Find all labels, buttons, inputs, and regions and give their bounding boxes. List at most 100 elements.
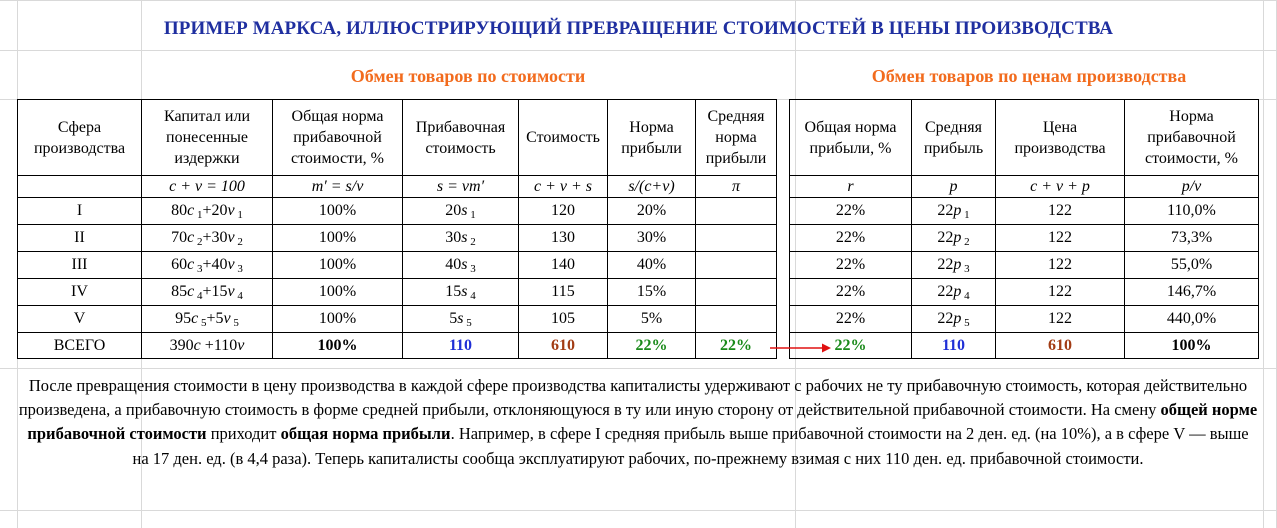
avg-profit-cell: 22p 3	[911, 251, 996, 279]
header-row: Сфера производства Капитал или понесенны…	[17, 99, 1259, 176]
column-gap	[776, 278, 790, 306]
section-title-value-exchange: Обмен товаров по стоимости	[350, 66, 586, 86]
formula-cell: p	[911, 175, 996, 198]
table-row: V 95c 5+5v 5 100% 5s 5 105 5% 22% 22p 5 …	[17, 305, 1259, 333]
pv-cell: 73,3%	[1124, 224, 1259, 252]
pv-cell: 146,7%	[1124, 278, 1259, 306]
sphere-cell: III	[17, 251, 142, 279]
avg-profit-rate-cell	[695, 278, 777, 306]
total-value: 610	[518, 332, 608, 359]
header-surplus-rate: Общая норма прибавочной стоимости, %	[272, 99, 403, 176]
formula-cell: s = vm′	[402, 175, 519, 198]
value-cell: 105	[518, 305, 608, 333]
avg-profit-cell: 22p 1	[911, 197, 996, 225]
header-general-profit-rate: Общая норма прибыли, %	[789, 99, 912, 176]
formula-cell: π	[695, 175, 777, 198]
general-profit-rate-cell: 22%	[789, 197, 912, 225]
surplus-value-cell: 15s 4	[402, 278, 519, 306]
profit-rate-cell: 15%	[607, 278, 696, 306]
formula-cell: p/v	[1124, 175, 1259, 198]
table-row: I 80c 1+20v 1 100% 20s 1 120 20% 22% 22p…	[17, 197, 1259, 225]
transformation-table: Сфера производства Капитал или понесенны…	[17, 99, 1259, 359]
total-price: 610	[995, 332, 1125, 359]
total-profit-rate: 22%	[607, 332, 696, 359]
capital-cell: 70c 2+30v 2	[141, 224, 273, 252]
total-avg-profit-rate: 22%	[695, 332, 777, 359]
column-gap	[776, 197, 790, 225]
total-surplus-rate: 100%	[272, 332, 403, 359]
sphere-cell: IV	[17, 278, 142, 306]
arrow-right-icon	[770, 343, 831, 353]
general-profit-rate-cell: 22%	[789, 278, 912, 306]
profit-rate-cell: 30%	[607, 224, 696, 252]
explanation-paragraph: После превращения стоимости в цену произ…	[18, 376, 1258, 468]
total-general-profit-rate: 22%	[789, 332, 912, 359]
sphere-cell: II	[17, 224, 142, 252]
surplus-rate-cell: 100%	[272, 305, 403, 333]
pv-cell: 55,0%	[1124, 251, 1259, 279]
header-capital: Капитал или понесенные издержки	[141, 99, 273, 176]
column-gap	[776, 99, 790, 176]
sphere-cell: V	[17, 305, 142, 333]
table-row: IV 85c 4+15v 4 100% 15s 4 115 15% 22% 22…	[17, 278, 1259, 306]
profit-rate-cell: 20%	[607, 197, 696, 225]
avg-profit-rate-cell	[695, 197, 777, 225]
value-cell: 120	[518, 197, 608, 225]
general-profit-rate-cell: 22%	[789, 251, 912, 279]
formula-cell: s/(c+v)	[607, 175, 696, 198]
capital-cell: 95c 5+5v 5	[141, 305, 273, 333]
avg-profit-rate-cell	[695, 305, 777, 333]
surplus-value-cell: 30s 2	[402, 224, 519, 252]
formula-cell: c + v + p	[995, 175, 1125, 198]
surplus-value-cell: 40s 3	[402, 251, 519, 279]
avg-profit-cell: 22p 2	[911, 224, 996, 252]
capital-cell: 60c 3+40v 3	[141, 251, 273, 279]
formula-cell	[17, 175, 142, 198]
column-gap	[776, 224, 790, 252]
total-capital: 390c +110v	[141, 332, 273, 359]
header-value: Стоимость	[518, 99, 608, 176]
formula-cell: m′ = s/v	[272, 175, 403, 198]
capital-cell: 85c 4+15v 4	[141, 278, 273, 306]
total-row: ВСЕГО 390c +110v 100% 110 610 22% 22% 22…	[17, 332, 1259, 359]
column-gap	[776, 175, 790, 198]
avg-profit-rate-cell	[695, 251, 777, 279]
value-cell: 115	[518, 278, 608, 306]
table-row: III 60c 3+40v 3 100% 40s 3 140 40% 22% 2…	[17, 251, 1259, 279]
total-pv: 100%	[1124, 332, 1259, 359]
surplus-rate-cell: 100%	[272, 278, 403, 306]
profit-rate-cell: 5%	[607, 305, 696, 333]
value-cell: 130	[518, 224, 608, 252]
total-label: ВСЕГО	[17, 332, 142, 359]
pv-cell: 110,0%	[1124, 197, 1259, 225]
formula-cell: c + v = 100	[141, 175, 273, 198]
price-cell: 122	[995, 224, 1125, 252]
section-title-price-exchange: Обмен товаров по ценам производства	[871, 66, 1187, 86]
price-cell: 122	[995, 251, 1125, 279]
profit-rate-cell: 40%	[607, 251, 696, 279]
avg-profit-cell: 22p 5	[911, 305, 996, 333]
value-cell: 140	[518, 251, 608, 279]
formula-cell: c + v + s	[518, 175, 608, 198]
surplus-value-cell: 5s 5	[402, 305, 519, 333]
surplus-rate-cell: 100%	[272, 224, 403, 252]
header-avg-profit-rate: Средняя норма прибыли	[695, 99, 777, 176]
price-cell: 122	[995, 278, 1125, 306]
header-surplus-value-rate: Норма прибавочной стоимости, %	[1124, 99, 1259, 176]
header-avg-profit: Средняя прибыль	[911, 99, 996, 176]
sphere-cell: I	[17, 197, 142, 225]
general-profit-rate-cell: 22%	[789, 224, 912, 252]
formula-row: c + v = 100 m′ = s/v s = vm′ c + v + s s…	[17, 175, 1259, 198]
price-cell: 122	[995, 305, 1125, 333]
header-surplus-value: Прибавочная стоимость	[402, 99, 519, 176]
header-sphere: Сфера производства	[17, 99, 142, 176]
avg-profit-rate-cell	[695, 224, 777, 252]
column-gap	[776, 305, 790, 333]
capital-cell: 80c 1+20v 1	[141, 197, 273, 225]
avg-profit-cell: 22p 4	[911, 278, 996, 306]
surplus-rate-cell: 100%	[272, 197, 403, 225]
price-cell: 122	[995, 197, 1125, 225]
header-profit-rate: Норма прибыли	[607, 99, 696, 176]
general-profit-rate-cell: 22%	[789, 305, 912, 333]
pv-cell: 440,0%	[1124, 305, 1259, 333]
